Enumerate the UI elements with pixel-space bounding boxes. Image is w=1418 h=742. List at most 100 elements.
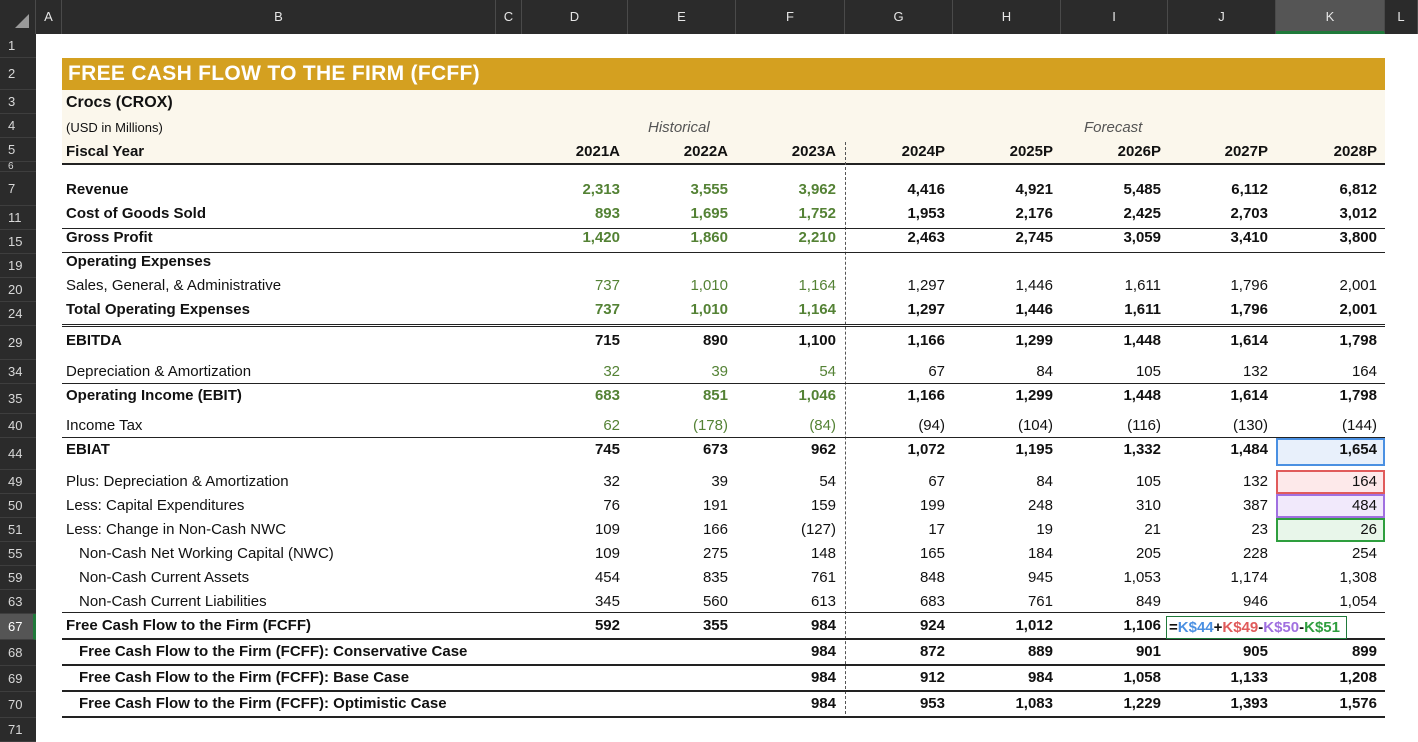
- cell-cogs[interactable]: 1,695: [690, 205, 728, 222]
- cell-cogs[interactable]: 2,703: [1230, 205, 1268, 222]
- cell-less-capex[interactable]: 310: [1135, 497, 1161, 514]
- cell-current-assets[interactable]: 1,174: [1230, 569, 1268, 586]
- row-header[interactable]: 3: [0, 90, 36, 114]
- cell-fcff[interactable]: 924: [919, 617, 945, 634]
- cell-less-nwc[interactable]: 19: [1036, 521, 1053, 538]
- cell-sga[interactable]: 1,611: [1124, 277, 1161, 294]
- cell-income-tax[interactable]: (104): [1017, 417, 1053, 434]
- cell-less-nwc[interactable]: 21: [1144, 521, 1161, 538]
- cell-current-liabilities[interactable]: 946: [1242, 593, 1268, 610]
- cell-current-liabilities[interactable]: 560: [702, 593, 728, 610]
- cell-fcff[interactable]: 1,106: [1123, 617, 1161, 634]
- cell-ebit[interactable]: 683: [594, 387, 620, 404]
- cell-ebitda[interactable]: 890: [702, 332, 728, 349]
- column-header-d[interactable]: D: [522, 0, 628, 34]
- cell-current-assets[interactable]: 454: [594, 569, 620, 586]
- row-header[interactable]: 34: [0, 360, 36, 384]
- cell-income-tax[interactable]: 62: [603, 417, 620, 434]
- cell-gross-profit[interactable]: 1,420: [582, 229, 620, 246]
- cell-plus-da[interactable]: 39: [711, 473, 728, 490]
- cell-income-tax[interactable]: (94): [918, 417, 945, 434]
- column-header-k[interactable]: K: [1276, 0, 1385, 34]
- row-header[interactable]: 51: [0, 518, 36, 542]
- cell-fcff-optimistic[interactable]: 1,083: [1015, 695, 1053, 712]
- cell-gross-profit[interactable]: 3,800: [1339, 229, 1377, 246]
- cell-sga[interactable]: 737: [594, 277, 620, 294]
- cell-da[interactable]: 54: [819, 363, 836, 380]
- row-header[interactable]: 24: [0, 302, 36, 326]
- cell-fcff-optimistic[interactable]: 1,576: [1339, 695, 1377, 712]
- cell-ebiat[interactable]: 745: [594, 441, 620, 458]
- cell-ebiat[interactable]: 673: [702, 441, 728, 458]
- cell-plus-da[interactable]: 132: [1242, 473, 1268, 490]
- column-header-j[interactable]: J: [1168, 0, 1276, 34]
- cell-fcff[interactable]: 984: [810, 617, 836, 634]
- cell-ebit[interactable]: 851: [702, 387, 728, 404]
- spreadsheet-grid[interactable]: FREE CASH FLOW TO THE FIRM (FCFF) Crocs …: [36, 34, 1418, 742]
- cell-fcff-conservative[interactable]: 984: [810, 643, 836, 660]
- cell-revenue[interactable]: 5,485: [1123, 181, 1161, 198]
- cell-sga[interactable]: 1,164: [798, 277, 836, 294]
- cell-fcff-optimistic[interactable]: 1,229: [1123, 695, 1161, 712]
- cell-current-liabilities[interactable]: 613: [810, 593, 836, 610]
- cell-fcff[interactable]: 592: [594, 617, 620, 634]
- row-header[interactable]: 6: [0, 161, 36, 172]
- cell-ebit[interactable]: 1,798: [1339, 387, 1377, 404]
- cell-ebiat[interactable]: 1,484: [1230, 441, 1268, 458]
- cell-nwc[interactable]: 184: [1027, 545, 1053, 562]
- cell-plus-da[interactable]: 105: [1135, 473, 1161, 490]
- row-header[interactable]: 11: [0, 206, 36, 230]
- cell-gross-profit[interactable]: 2,210: [798, 229, 836, 246]
- cell-fcff-conservative[interactable]: 901: [1135, 643, 1161, 660]
- cell-revenue[interactable]: 2,313: [582, 181, 620, 198]
- cell-ebit[interactable]: 1,448: [1123, 387, 1161, 404]
- cell-fcff-base[interactable]: 1,058: [1123, 669, 1161, 686]
- cell-formula-editor[interactable]: =K$44+K$49-K$50-K$51: [1166, 616, 1347, 639]
- cell-current-assets[interactable]: 835: [702, 569, 728, 586]
- row-header[interactable]: 44: [0, 438, 36, 470]
- row-header[interactable]: 40: [0, 414, 36, 438]
- cell-revenue[interactable]: 4,416: [907, 181, 945, 198]
- cell-fcff-base[interactable]: 1,133: [1230, 669, 1268, 686]
- row-header[interactable]: 68: [0, 640, 36, 666]
- cell-revenue[interactable]: 6,812: [1339, 181, 1377, 198]
- cell-less-nwc[interactable]: 17: [928, 521, 945, 538]
- column-header-l[interactable]: L: [1385, 0, 1418, 34]
- cell-income-tax[interactable]: (178): [692, 417, 728, 434]
- cell-total-opex[interactable]: 1,611: [1124, 301, 1161, 318]
- cell-ebit[interactable]: 1,046: [798, 387, 836, 404]
- cell-current-liabilities[interactable]: 345: [594, 593, 620, 610]
- cell-fcff-optimistic[interactable]: 1,393: [1230, 695, 1268, 712]
- cell-fcff-base[interactable]: 1,208: [1339, 669, 1377, 686]
- cell-revenue[interactable]: 4,921: [1015, 181, 1053, 198]
- row-header[interactable]: 15: [0, 230, 36, 254]
- cell-income-tax[interactable]: (116): [1127, 417, 1161, 434]
- cell-ebiat[interactable]: 1,332: [1123, 441, 1161, 458]
- row-header[interactable]: 4: [0, 114, 36, 138]
- cell-less-nwc[interactable]: 166: [702, 521, 728, 538]
- cell-sga[interactable]: 2,001: [1339, 277, 1377, 294]
- cell-da[interactable]: 132: [1242, 363, 1268, 380]
- cell-nwc[interactable]: 228: [1242, 545, 1268, 562]
- row-header[interactable]: 20: [0, 278, 36, 302]
- row-header[interactable]: 70: [0, 692, 36, 718]
- cell-gross-profit[interactable]: 3,410: [1230, 229, 1268, 246]
- cell-less-nwc[interactable]: 23: [1251, 521, 1268, 538]
- cell-nwc[interactable]: 205: [1135, 545, 1161, 562]
- cell-sga[interactable]: 1,446: [1015, 277, 1053, 294]
- cell-ebit[interactable]: 1,166: [907, 387, 945, 404]
- cell-ebitda[interactable]: 1,798: [1339, 332, 1377, 349]
- cell-ebiat[interactable]: 1,195: [1015, 441, 1053, 458]
- cell-total-opex[interactable]: 1,446: [1015, 301, 1053, 318]
- cell-current-liabilities[interactable]: 683: [919, 593, 945, 610]
- cell-fcff-base[interactable]: 984: [1027, 669, 1053, 686]
- cell-nwc[interactable]: 254: [1351, 545, 1377, 562]
- cell-fcff-conservative[interactable]: 872: [919, 643, 945, 660]
- select-all-corner[interactable]: [0, 0, 36, 34]
- cell-nwc[interactable]: 148: [810, 545, 836, 562]
- row-header[interactable]: 1: [0, 34, 36, 58]
- cell-fcff-base[interactable]: 912: [919, 669, 945, 686]
- cell-fcff-conservative[interactable]: 905: [1242, 643, 1268, 660]
- cell-current-liabilities[interactable]: 849: [1135, 593, 1161, 610]
- cell-cogs[interactable]: 3,012: [1339, 205, 1377, 222]
